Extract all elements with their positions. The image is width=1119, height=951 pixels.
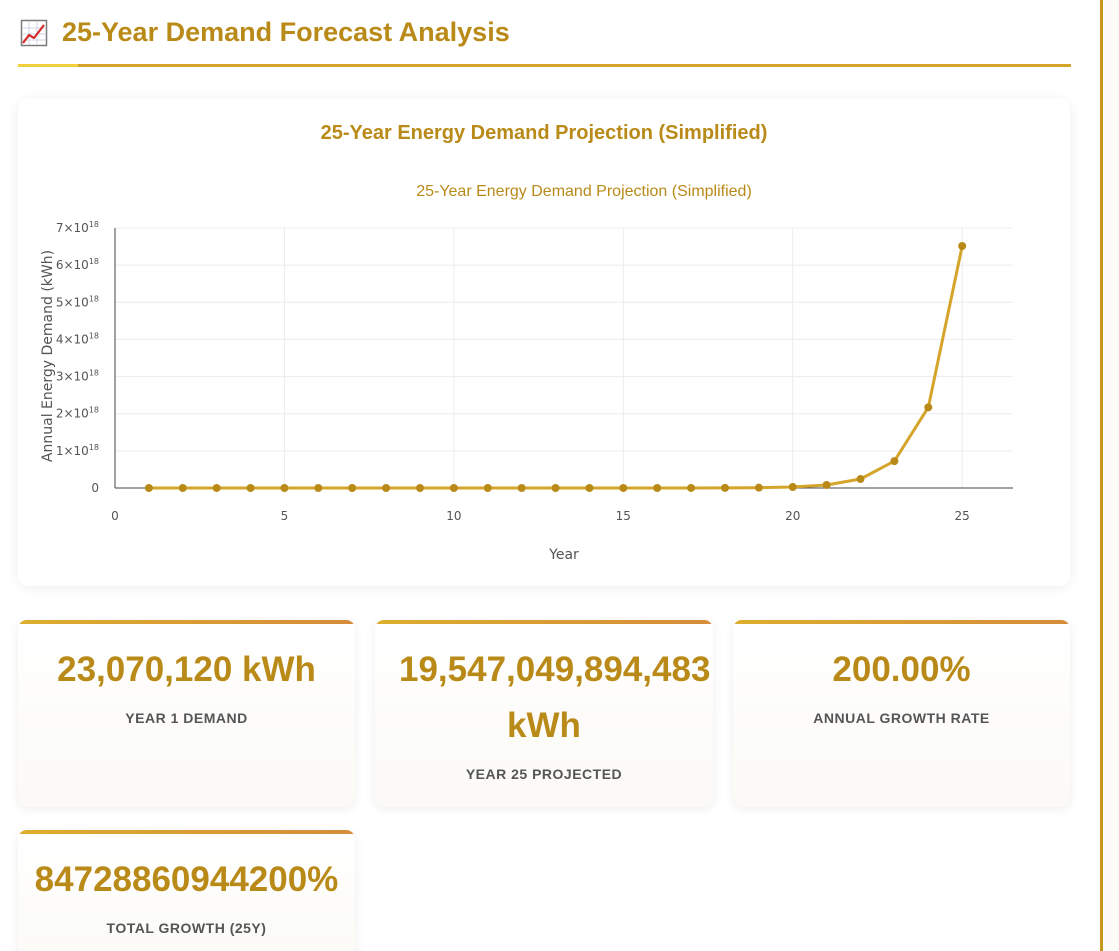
- stat-card-accent-bar: [18, 830, 355, 834]
- stat-value: 23,070,120 kWh: [57, 650, 316, 689]
- data-point: [449, 483, 458, 492]
- data-point: [314, 484, 323, 492]
- stat-card-year25: 19,547,049,894,483 kWh YEAR 25 PROJECTED: [375, 620, 713, 807]
- x-tick-label: 25: [955, 509, 970, 523]
- right-border: [1100, 0, 1103, 951]
- y-tick-label: 3×1018: [56, 369, 99, 384]
- stat-value: 19,547,049,894,483: [399, 650, 711, 689]
- x-tick-label: 10: [446, 509, 461, 523]
- stat-card-year1: 23,070,120 kWh YEAR 1 DEMAND: [18, 620, 355, 807]
- data-point: [687, 483, 696, 492]
- data-point: [924, 403, 933, 412]
- data-point: [348, 484, 357, 492]
- series-line: [148, 245, 964, 490]
- data-point: [720, 483, 729, 492]
- stat-value: 84728860944200%: [34, 860, 339, 899]
- chart-title: 25-Year Energy Demand Projection (Simpli…: [416, 183, 752, 200]
- chart-card: 25-Year Energy Demand Projection (Simpli…: [18, 98, 1070, 586]
- x-axis-label: Year: [548, 547, 579, 563]
- header-divider-accent: [18, 64, 78, 67]
- data-point: [551, 483, 560, 492]
- stat-value: 200.00%: [832, 650, 971, 689]
- y-tick-label: 5×1018: [56, 294, 99, 309]
- data-point: [788, 483, 797, 492]
- data-point: [890, 457, 899, 466]
- y-tick-label: 1×1018: [56, 443, 99, 458]
- data-point: [415, 484, 424, 492]
- x-tick-label: 15: [616, 509, 631, 523]
- data-point: [619, 483, 628, 492]
- page-title: 25-Year Demand Forecast Analysis: [62, 17, 510, 47]
- stat-label: YEAR 25 PROJECTED: [465, 766, 623, 782]
- data-point: [754, 483, 763, 492]
- y-tick-label: 4×1018: [56, 331, 99, 346]
- data-point: [212, 484, 221, 492]
- data-point: [483, 483, 492, 492]
- stat-card-accent-bar: [375, 620, 713, 624]
- data-point: [280, 484, 289, 492]
- chart-increasing-icon: [20, 19, 48, 47]
- y-tick-label: 0: [91, 481, 99, 495]
- x-tick-label: 5: [281, 509, 289, 523]
- section-header: 25-Year Demand Forecast Analysis: [18, 14, 1071, 68]
- right-margin: [1103, 0, 1119, 951]
- y-tick-label: 2×1018: [56, 406, 99, 421]
- x-tick-label: 0: [111, 509, 119, 523]
- data-point: [246, 484, 255, 492]
- stat-label: ANNUAL GROWTH RATE: [813, 710, 990, 726]
- data-point: [822, 481, 831, 490]
- header-divider: [18, 64, 1071, 67]
- chart-heading: 25-Year Energy Demand Projection (Simpli…: [320, 122, 768, 144]
- y-tick-label: 7×1018: [56, 220, 99, 235]
- stat-label: TOTAL GROWTH (25Y): [106, 920, 267, 936]
- y-axis-label: Annual Energy Demand (kWh): [40, 250, 56, 462]
- data-point: [517, 483, 526, 492]
- demand-projection-chart[interactable]: 25-Year Energy Demand Projection (Simpli…: [18, 98, 1070, 586]
- x-tick-label: 20: [785, 509, 800, 523]
- stat-card-growth-rate: 200.00% ANNUAL GROWTH RATE: [733, 620, 1070, 807]
- data-point: [653, 483, 662, 492]
- stat-card-total-growth: 84728860944200% TOTAL GROWTH (25Y): [18, 830, 355, 951]
- data-point: [585, 483, 594, 492]
- data-point: [144, 484, 153, 492]
- y-tick-label: 6×1018: [56, 257, 99, 272]
- data-point: [178, 484, 187, 492]
- stat-label: YEAR 1 DEMAND: [125, 710, 248, 726]
- stat-card-accent-bar: [733, 620, 1070, 624]
- data-point: [382, 484, 391, 492]
- stat-card-accent-bar: [18, 620, 355, 624]
- stat-value-unit: kWh: [507, 706, 581, 745]
- data-point: [958, 241, 967, 250]
- data-point: [856, 475, 865, 484]
